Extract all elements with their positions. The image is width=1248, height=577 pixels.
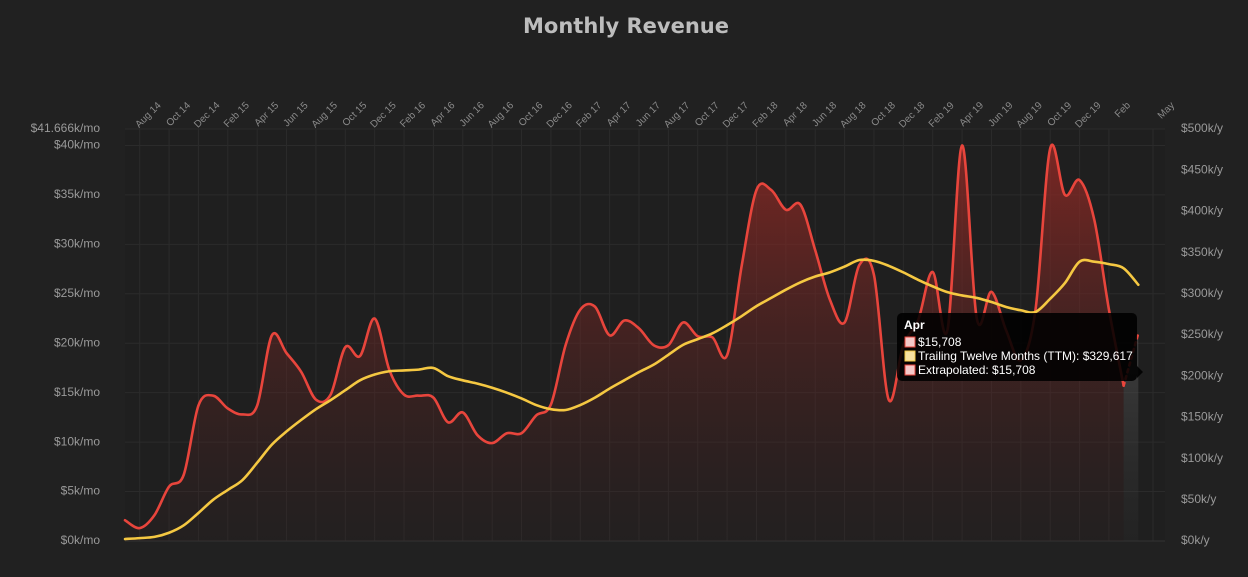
y2-tick-label: $450k/y [1181, 162, 1223, 176]
y2-tick-label: $200k/y [1181, 368, 1223, 382]
y-tick-label: $40k/mo [54, 138, 100, 152]
series-line [123, 258, 1140, 541]
y-tick-label: $25k/mo [54, 286, 100, 300]
revenue-area [125, 144, 1124, 541]
y2-tick-label: $350k/y [1181, 245, 1223, 259]
y-tick-label: $10k/mo [54, 434, 100, 448]
y-tick-label: $41.666k/mo [31, 121, 101, 135]
tooltip-item: $15,708 [918, 335, 962, 349]
y2-tick-label: $0k/y [1181, 533, 1210, 547]
y-tick-label: $0k/mo [61, 533, 101, 547]
extrapolated-area [1123, 333, 1139, 541]
y2-tick-label: $50k/y [1181, 492, 1216, 506]
tooltip-item: Trailing Twelve Months (TTM): $329,617 [918, 349, 1133, 363]
y2-tick-label: $400k/y [1181, 204, 1223, 218]
y2-tick-label: $250k/y [1181, 327, 1223, 341]
tooltip: Apr $15,708 Trailing Twelve Months (TTM)… [897, 313, 1143, 381]
tooltip-swatch [904, 364, 916, 376]
series-line [123, 143, 1125, 530]
y-tick-label: $5k/mo [61, 484, 101, 498]
tooltip-swatch [904, 350, 916, 362]
chart-title: Monthly Revenue [523, 14, 729, 38]
y2-tick-label: $100k/y [1181, 451, 1223, 465]
tooltip-arrow [1137, 366, 1143, 378]
y2-tick-label: $500k/y [1181, 121, 1223, 135]
y-tick-label: $35k/mo [54, 187, 100, 201]
y-tick-label: $30k/mo [54, 237, 100, 251]
tooltip-box [897, 313, 1137, 381]
tooltip-title: Apr [904, 318, 925, 332]
y-tick-label: $20k/mo [54, 335, 100, 349]
y2-tick-label: $150k/y [1181, 410, 1223, 424]
y-tick-label: $15k/mo [54, 385, 100, 399]
y2-tick-label: $300k/y [1181, 286, 1223, 300]
tooltip-swatch [904, 336, 916, 348]
tooltip-item: Extrapolated: $15,708 [918, 363, 1036, 377]
